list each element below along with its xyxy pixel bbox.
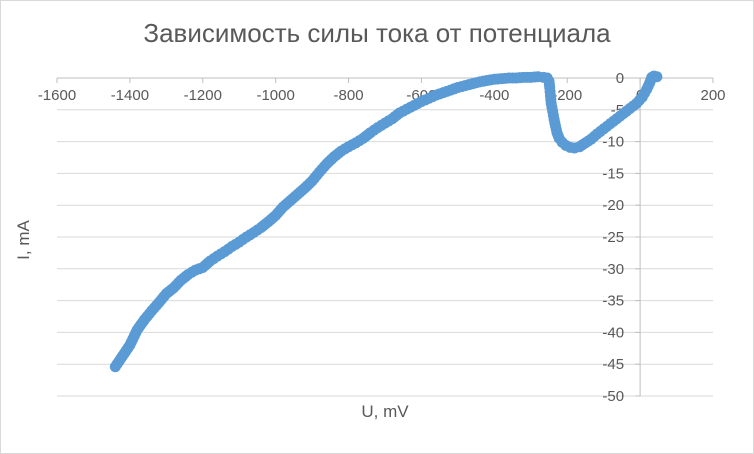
x-tick-label: -1000: [256, 87, 294, 104]
chart-title: Зависимость силы тока от потенциала: [143, 18, 611, 48]
y-tick-label: -20: [602, 197, 624, 214]
y-tick-label: -10: [602, 134, 624, 151]
axes: [56, 77, 714, 397]
data-series: [109, 70, 663, 373]
x-tick-label: -800: [334, 87, 364, 104]
y-tick-label: -15: [602, 165, 624, 182]
x-axis-label: U, mV: [361, 402, 409, 421]
y-tick-label: -45: [602, 356, 624, 373]
data-point: [651, 71, 663, 83]
y-tick-label: -30: [602, 261, 624, 278]
y-tick-label: -35: [602, 293, 624, 310]
x-tick-label: -1600: [38, 87, 76, 104]
x-tick-label: -200: [552, 87, 582, 104]
x-tick-label: -1400: [111, 87, 149, 104]
x-tick-label: -400: [479, 87, 509, 104]
grid-lines: [57, 109, 713, 397]
tick-labels: -1600-1400-1200-1000-800-600-400-2000200…: [38, 70, 726, 405]
y-tick-label: -25: [602, 229, 624, 246]
y-tick-label: 0: [616, 70, 624, 87]
y-tick-label: -40: [602, 324, 624, 341]
x-tick-label: -1200: [184, 87, 222, 104]
x-tick-label: 200: [700, 87, 725, 104]
y-tick-label: -50: [602, 388, 624, 405]
